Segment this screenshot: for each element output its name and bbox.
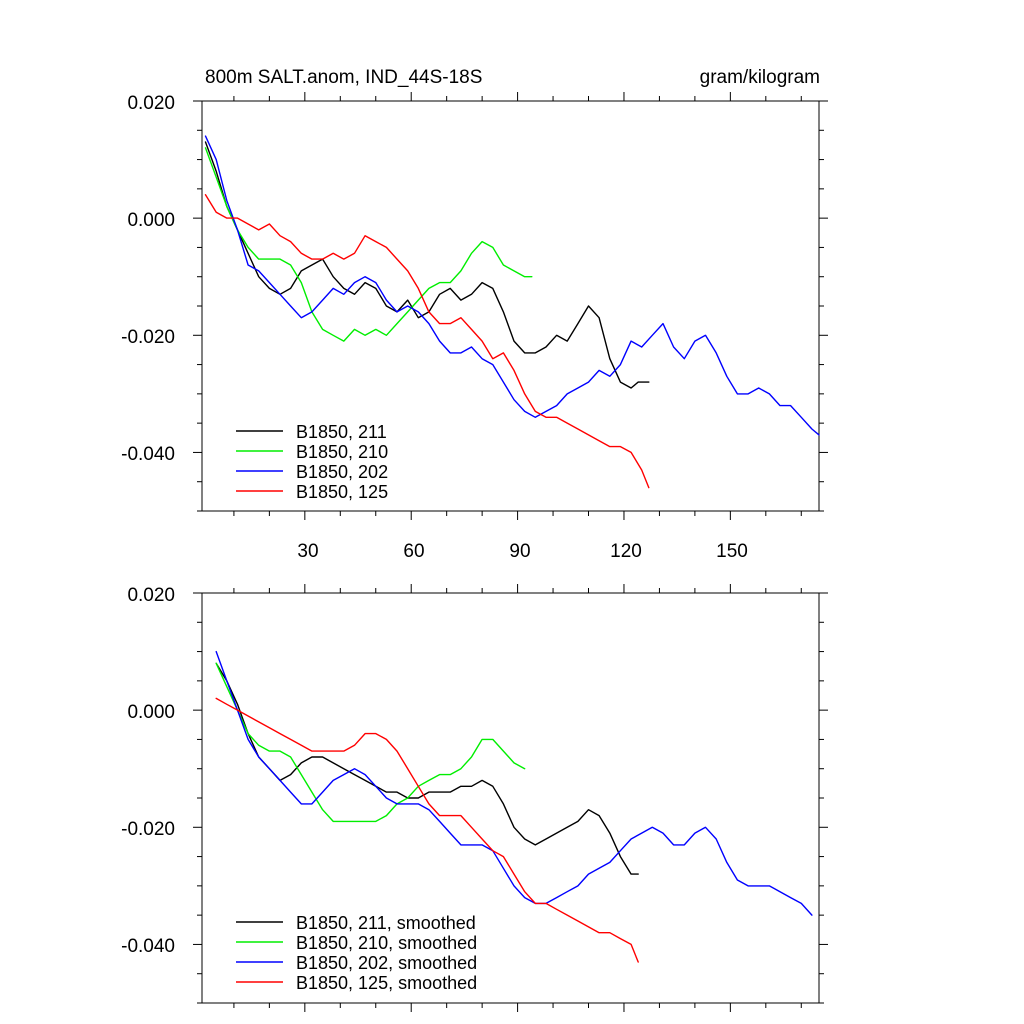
top-panel: 800m SALT.anom, IND_44S-18S gram/kilogra… [121,67,828,562]
x-tick-label: 30 [297,541,318,562]
series-line-3 [204,193,650,489]
plot-frame [201,100,820,512]
series-line-0 [215,662,639,875]
y-tick-labels: 0.020 0.000 -0.020 -0.040 [121,585,175,957]
x-tick-label: 150 [716,541,748,562]
x-tick-label: 60 [403,541,424,562]
series-group [215,650,813,963]
series-line-1 [204,147,533,342]
y-tick-label: -0.040 [121,444,175,465]
plot-frame [201,592,820,1004]
legend-label: B1850, 211 [296,422,387,442]
series-line-1 [215,662,526,823]
series-line-2 [204,135,820,436]
bottom-panel: 0.020 0.000 -0.020 -0.040 B1850, 211, sm… [121,584,828,1012]
tick-marks [193,92,828,520]
y-tick-label: -0.040 [121,936,175,957]
y-tick-label: -0.020 [121,819,175,840]
x-tick-labels: 30 60 90 120 150 [297,541,747,562]
y-tick-label: 0.020 [127,93,175,114]
y-tick-label: 0.000 [127,702,175,723]
chart-units: gram/kilogram [700,67,820,88]
chart-title: 800m SALT.anom, IND_44S-18S [205,67,482,88]
legend-label: B1850, 125, smoothed [296,973,477,993]
series-line-2 [215,650,813,916]
y-tick-label: 0.020 [127,585,175,606]
x-tick-label: 120 [610,541,642,562]
legend-label: B1850, 202 [296,462,388,482]
legend: B1850, 211 B1850, 210 B1850, 202 B1850, … [236,422,388,502]
x-tick-label: 90 [509,541,530,562]
series-group [204,135,820,489]
series-line-0 [204,141,650,389]
legend: B1850, 211, smoothed B1850, 210, smoothe… [236,913,477,993]
legend-label: B1850, 211, smoothed [296,913,476,933]
legend-label: B1850, 210, smoothed [296,933,477,953]
legend-label: B1850, 202, smoothed [296,953,477,973]
legend-label: B1850, 210 [296,442,388,462]
y-tick-label: -0.020 [121,327,175,348]
series-line-3 [215,697,639,963]
legend-label: B1850, 125 [296,482,388,502]
y-tick-labels: 0.020 0.000 -0.020 -0.040 [121,93,175,465]
y-tick-label: 0.000 [127,210,175,231]
tick-marks [193,584,828,1012]
